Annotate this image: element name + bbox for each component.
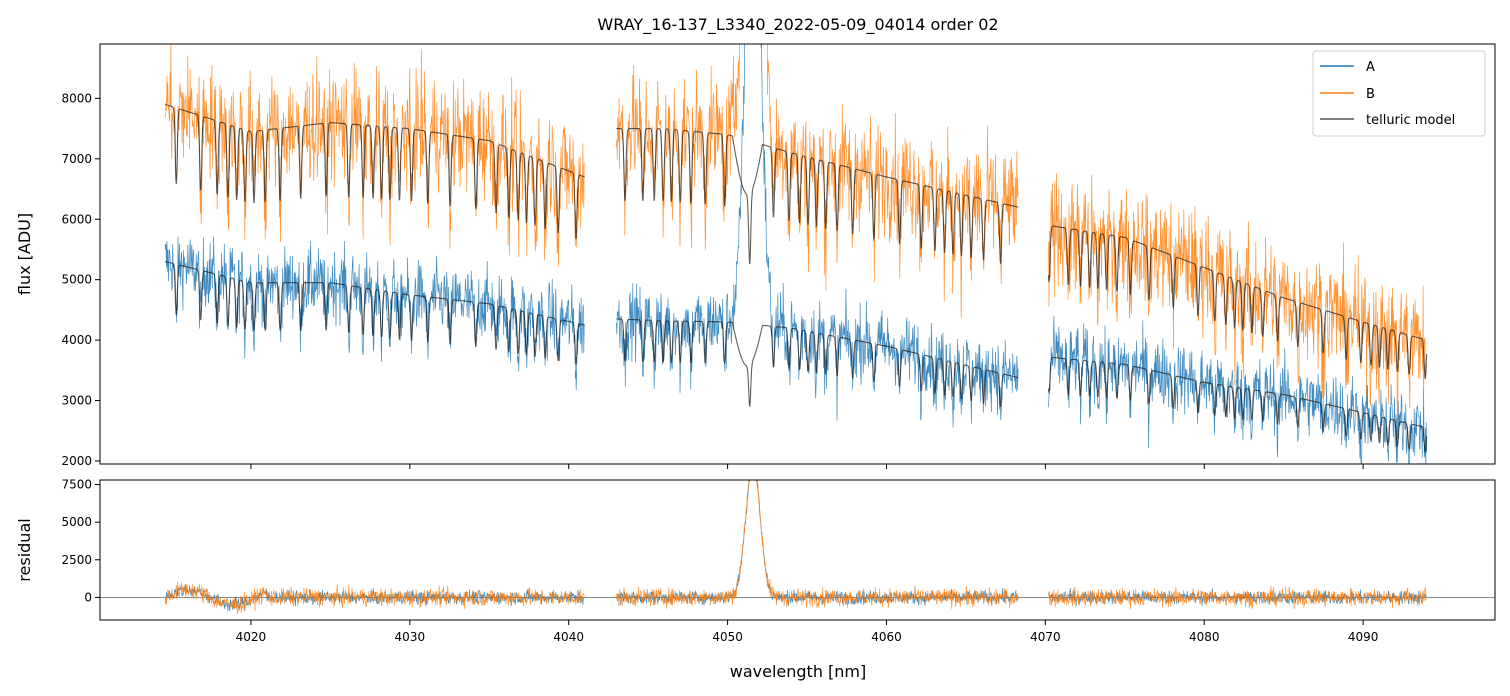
x-axis-label: wavelength [nm]: [730, 662, 867, 681]
y-tick-label: 7500: [61, 478, 92, 492]
x-tick-label: 4090: [1348, 630, 1379, 644]
x-tick-label: 4070: [1030, 630, 1061, 644]
legend-label-b: B: [1366, 87, 1375, 102]
series-b-line: [164, 44, 1428, 423]
x-tick-label: 4050: [712, 630, 743, 644]
residual-panel: 0 2500 5000 7500 4020 4030 4040 4050 4060 4070 408…: [61, 478, 1496, 644]
y-tick-label: 7000: [61, 152, 92, 166]
x-tick-label: 4030: [395, 630, 426, 644]
x-tick-label: 4040: [553, 630, 584, 644]
y-tick-label: 3000: [61, 394, 92, 408]
y-tick-label: 4000: [61, 333, 92, 347]
plot-area: [100, 480, 1495, 614]
telluric-model-a-line: [165, 261, 1428, 453]
plot-area: [164, 44, 1428, 464]
telluric-model-b-line: [164, 103, 1428, 380]
legend-label-model: telluric model: [1366, 113, 1455, 128]
chart-title: WRAY_16-137_L3340_2022-05-09_04014 order…: [597, 15, 998, 35]
legend-label-a: A: [1366, 60, 1375, 75]
axes-frame: [99, 43, 1496, 465]
bottom-ylabel: residual: [15, 518, 34, 581]
legend: A B telluric model: [1312, 50, 1486, 137]
series-b-line: [164, 480, 1427, 614]
x-tick-label: 4080: [1189, 630, 1220, 644]
y-tick-label: 8000: [61, 91, 92, 105]
top-ylabel: flux [ADU]: [15, 213, 34, 295]
flux-panel: 2000 3000 4000 5000 6000 7000 8000: [61, 43, 1496, 469]
y-tick-label: 2500: [61, 553, 92, 567]
y-tick-label: 2000: [61, 454, 92, 468]
legend-box: [1312, 50, 1486, 137]
x-tick-label: 4020: [236, 630, 267, 644]
y-tick-label: 0: [84, 590, 92, 604]
y-tick-label: 5000: [61, 273, 92, 287]
series-a-line: [165, 480, 1428, 612]
axes-frame: [99, 479, 1496, 621]
x-tick-label: 4060: [871, 630, 902, 644]
y-tick-label: 5000: [61, 515, 92, 529]
y-tick-label: 6000: [61, 212, 92, 226]
